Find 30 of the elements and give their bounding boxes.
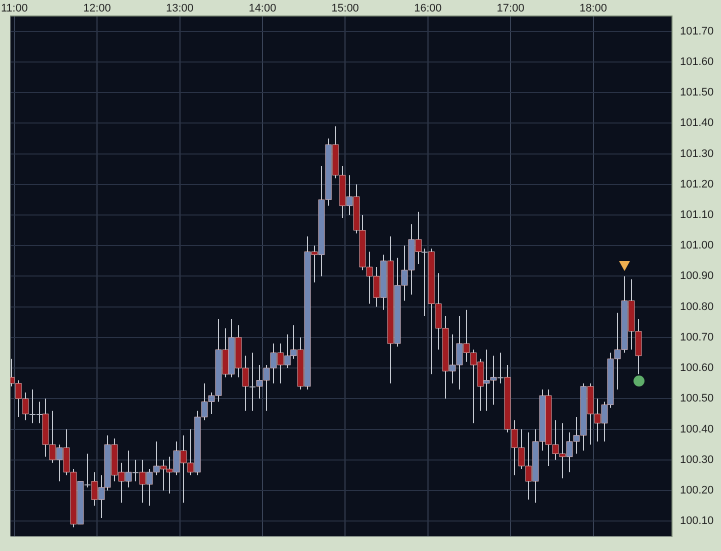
x-tick-label: 14:00 [248, 2, 276, 14]
y-tick-label: 100.70 [680, 331, 714, 344]
y-tick-label: 101.40 [680, 117, 714, 130]
y-tick-label: 100.60 [680, 362, 714, 374]
x-tick-label: 12:00 [83, 2, 111, 14]
y-tick-label: 101.10 [680, 209, 714, 222]
x-tick-label: 16:00 [414, 2, 442, 14]
candlestick [250, 352, 256, 412]
y-tick-label: 101.00 [680, 240, 714, 252]
y-tick-label: 100.40 [680, 423, 714, 436]
x-tick-label: 11:00 [0, 2, 28, 14]
y-tick-label: 100.50 [680, 392, 714, 405]
y-tick-label: 101.60 [680, 56, 714, 68]
candlestick [84, 453, 90, 488]
y-tick-label: 100.90 [680, 270, 714, 282]
x-tick-label: 18:00 [580, 2, 608, 14]
y-tick-label: 101.20 [680, 178, 714, 190]
y-tick-label: 100.80 [680, 300, 714, 313]
y-tick-label: 100.30 [680, 454, 714, 466]
y-tick-label: 100.20 [680, 484, 714, 497]
x-tick-label: 17:00 [496, 2, 524, 14]
candlestick [132, 459, 138, 482]
y-tick-label: 100.10 [680, 515, 714, 528]
x-tick-label: 13:00 [166, 2, 194, 14]
candlestick [498, 352, 504, 384]
y-tick-label: 101.30 [680, 148, 714, 160]
y-tick-label: 101.70 [680, 25, 714, 38]
x-tick-label: 15:00 [331, 2, 359, 14]
y-tick-label: 101.50 [680, 86, 714, 99]
candlestick [422, 248, 428, 316]
